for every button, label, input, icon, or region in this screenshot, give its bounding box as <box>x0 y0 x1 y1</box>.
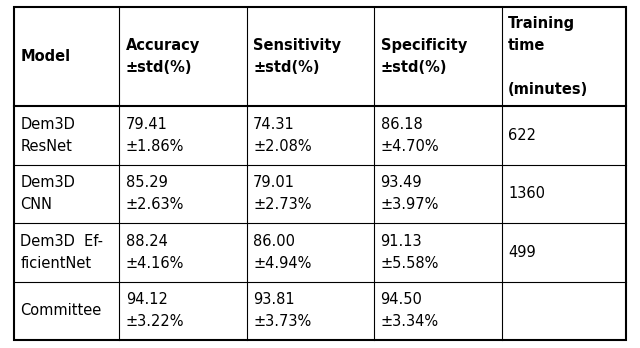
Text: 499: 499 <box>508 245 536 260</box>
Text: 1360: 1360 <box>508 186 545 201</box>
Text: Sensitivity
±std(%): Sensitivity ±std(%) <box>253 38 341 75</box>
Text: 86.18
±4.70%: 86.18 ±4.70% <box>381 117 439 154</box>
Text: 88.24
±4.16%: 88.24 ±4.16% <box>125 234 184 271</box>
Text: 74.31
±2.08%: 74.31 ±2.08% <box>253 117 312 154</box>
Text: 94.50
±3.34%: 94.50 ±3.34% <box>381 292 438 329</box>
Text: Accuracy
±std(%): Accuracy ±std(%) <box>125 38 200 75</box>
Text: 93.81
±3.73%: 93.81 ±3.73% <box>253 292 311 329</box>
Text: Training
time

(minutes): Training time (minutes) <box>508 16 588 97</box>
Text: 86.00
±4.94%: 86.00 ±4.94% <box>253 234 312 271</box>
Text: 93.49
±3.97%: 93.49 ±3.97% <box>381 175 439 212</box>
Text: 85.29
±2.63%: 85.29 ±2.63% <box>125 175 184 212</box>
Text: 91.13
±5.58%: 91.13 ±5.58% <box>381 234 439 271</box>
Text: Committee: Committee <box>20 303 102 318</box>
Text: Dem3D  Ef-
ficientNet: Dem3D Ef- ficientNet <box>20 234 104 271</box>
Text: Specificity
±std(%): Specificity ±std(%) <box>381 38 467 75</box>
Text: 622: 622 <box>508 128 536 143</box>
Text: Dem3D
CNN: Dem3D CNN <box>20 175 76 212</box>
Text: 94.12
±3.22%: 94.12 ±3.22% <box>125 292 184 329</box>
Text: 79.41
±1.86%: 79.41 ±1.86% <box>125 117 184 154</box>
Text: Model: Model <box>20 49 70 64</box>
Text: 79.01
±2.73%: 79.01 ±2.73% <box>253 175 312 212</box>
Text: Dem3D
ResNet: Dem3D ResNet <box>20 117 76 154</box>
